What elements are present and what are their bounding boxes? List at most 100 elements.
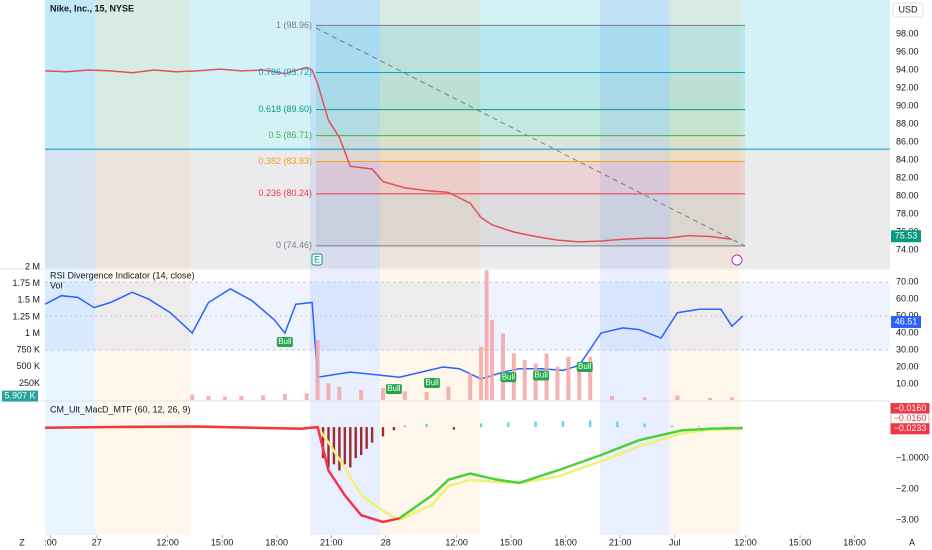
volume-bar xyxy=(326,383,331,400)
dividend-marker[interactable] xyxy=(731,254,743,266)
fib-zone xyxy=(316,193,745,246)
annotation-box xyxy=(385,384,402,395)
fib-label: 0.618 (89.60) xyxy=(258,104,312,114)
volume-bar xyxy=(424,392,429,400)
volume-bar xyxy=(588,356,593,400)
y-tick-label: −1.0000 xyxy=(896,452,929,462)
histogram-bar xyxy=(643,423,646,428)
x-tick-label: 18:00 xyxy=(554,537,577,547)
x-tick-label: 18:00 xyxy=(265,537,288,547)
volume-bar xyxy=(282,394,287,400)
y-tick-label: 30.00 xyxy=(896,344,919,354)
session xyxy=(45,0,95,535)
indicator-title: CM_Ult_MacD_MTF (60, 12, 26, 9) xyxy=(50,404,191,414)
y-tick-label: 1.5 M xyxy=(17,295,40,305)
y-tick-label: −2.00 xyxy=(896,483,919,493)
fib-label: 0 (74.46) xyxy=(276,240,312,250)
volume-bar xyxy=(381,388,385,400)
volume-bar xyxy=(479,346,484,400)
y-tick-label: 88.00 xyxy=(896,118,919,128)
volume-bar xyxy=(566,356,571,400)
y-tick-label: 82.00 xyxy=(896,172,919,182)
volume-bar xyxy=(315,340,320,400)
histogram-bar xyxy=(332,427,336,465)
histogram-bar xyxy=(479,423,483,428)
y-tick-label: 40.00 xyxy=(896,327,919,337)
annotation-label: Bull xyxy=(425,378,439,387)
annotation-label: Bull xyxy=(578,362,592,371)
y-tick-label: 50.00 xyxy=(896,310,919,320)
volume-bar xyxy=(522,360,527,400)
y-tick-label: 2 M xyxy=(25,261,40,271)
annotation-box xyxy=(276,337,293,348)
histogram-bar xyxy=(425,424,428,428)
fib-zone xyxy=(316,161,745,194)
value-badge-label: −0.0233 xyxy=(894,423,927,433)
x-tick-label: 21:00 xyxy=(609,537,632,547)
volume-bar xyxy=(675,395,680,400)
y-tick-label: 60.00 xyxy=(896,293,919,303)
last-value-badge xyxy=(2,390,38,402)
earnings-label[interactable]: E xyxy=(314,254,320,264)
histogram-bar xyxy=(697,426,701,428)
x-tick-label: 15:00 xyxy=(211,537,234,547)
histogram-bar xyxy=(349,427,352,468)
fib-label: 0.236 (80.24) xyxy=(258,188,312,198)
y-tick-label: 96.00 xyxy=(896,46,919,56)
annotation-label: Bull xyxy=(278,337,292,346)
histogram-bar xyxy=(392,427,396,431)
y-tick-label: −3.00 xyxy=(896,514,919,524)
y-tick-label: 98.00 xyxy=(896,28,919,38)
currency[interactable]: USD xyxy=(898,4,918,14)
histogram-bar xyxy=(370,427,374,443)
histogram-bar xyxy=(321,427,325,459)
annotation-label: Bull xyxy=(502,372,516,381)
time-axis xyxy=(0,535,932,550)
y-tick-label: 20.00 xyxy=(896,361,919,371)
histogram-bar xyxy=(452,427,456,430)
histogram-bar xyxy=(354,427,357,459)
price-line xyxy=(44,66,732,243)
value-badge-label: −0.0160 xyxy=(894,403,927,413)
histogram-bar xyxy=(670,425,674,428)
y-tick-label: 86.00 xyxy=(896,136,919,146)
x-tick-label: :00 xyxy=(44,537,57,547)
y-tick-label: 1.25 M xyxy=(12,311,40,321)
x-tick-label: 18:00 xyxy=(843,537,866,547)
histogram-bar xyxy=(561,420,565,428)
histogram-bar xyxy=(403,425,407,428)
histogram-bar xyxy=(507,422,510,428)
annotation-label: Bull xyxy=(534,371,548,380)
volume-bar xyxy=(402,391,407,400)
chart-title: Nike, Inc., 15, NYSE xyxy=(50,3,134,13)
y-tick-label: 84.00 xyxy=(896,154,919,164)
x-tick-label: 28 xyxy=(381,537,391,547)
earnings-marker[interactable] xyxy=(311,253,323,266)
series-line xyxy=(398,426,743,520)
volume-bar xyxy=(304,393,309,400)
y-tick-label: 10.00 xyxy=(896,378,919,388)
volume-title: Vol xyxy=(50,280,63,290)
corner-button[interactable]: A xyxy=(909,537,915,547)
y-tick-label: 78.00 xyxy=(896,208,919,218)
volume-bar xyxy=(206,396,211,400)
volume-bar xyxy=(337,386,342,400)
volume-bar xyxy=(609,396,614,400)
last-value-label: 75.53 xyxy=(895,231,918,241)
histogram-bar xyxy=(338,427,341,471)
price-axis xyxy=(890,0,932,550)
volume-bar xyxy=(222,396,227,400)
histogram-bar xyxy=(588,420,592,428)
y-tick-label: 70.00 xyxy=(896,276,919,286)
x-tick-label: 27 xyxy=(92,537,102,547)
histogram-bar xyxy=(327,427,330,468)
last-value-badge xyxy=(891,315,921,328)
corner-button[interactable]: Z xyxy=(19,537,25,547)
currency-button[interactable] xyxy=(892,2,924,18)
x-tick-label: 12:00 xyxy=(734,537,757,547)
annotation-box xyxy=(424,378,441,389)
volume-bar xyxy=(729,397,734,400)
y-tick-label: 500 K xyxy=(16,361,40,371)
